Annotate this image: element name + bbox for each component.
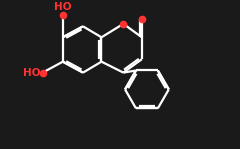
Text: HO: HO [24,68,41,78]
Text: HO: HO [54,1,72,12]
